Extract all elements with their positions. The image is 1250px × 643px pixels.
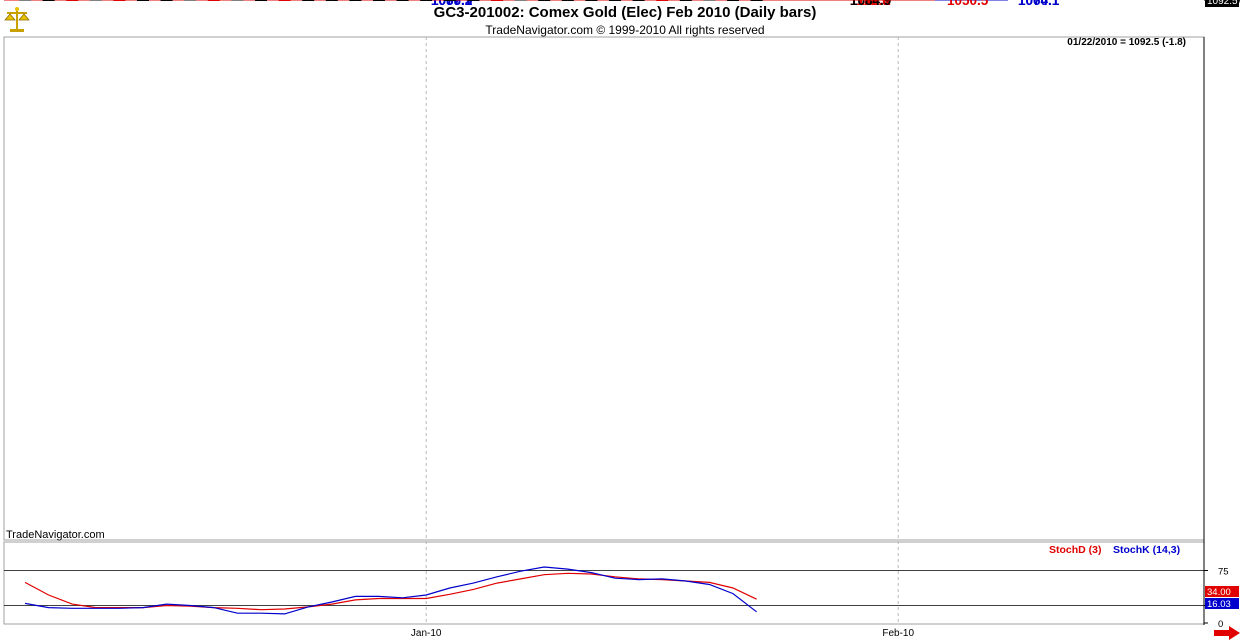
level-label: 1122.5	[850, 0, 891, 8]
stoch-y-tick-label: 0	[1218, 619, 1223, 630]
level-label: 1074.1	[1018, 0, 1060, 8]
stoch-last-label: 34.00	[1207, 587, 1231, 598]
x-tick-label: Feb-10	[882, 628, 914, 639]
brand-label: TradeNavigator.com	[6, 529, 105, 541]
stoch-last-box	[1205, 598, 1239, 609]
level-label: 1079.5	[431, 0, 473, 8]
stoch-series-line	[24, 566, 757, 615]
stoch-y-tick-label: 75	[1218, 567, 1229, 578]
stoch-last-box	[1205, 586, 1239, 597]
stoch-legend-k: StochK (14,3)	[1113, 544, 1180, 556]
stoch-last-label: 16.03	[1207, 599, 1231, 610]
last-price-label: 1092.5	[1207, 0, 1238, 7]
level-label: 1118.0	[850, 0, 890, 8]
price-panel-frame	[3, 36, 1205, 541]
level-label: 1112.3	[850, 0, 890, 8]
last-value-readout: 01/22/2010 = 1092.5 (-1.8)	[1067, 37, 1186, 48]
x-tick-label: Jan-10	[411, 628, 442, 639]
last-price-box	[1205, 0, 1239, 7]
level-label: 1142.1	[850, 0, 891, 8]
arrow-right-icon[interactable]	[1213, 626, 1241, 640]
level-label: 1057.1	[431, 0, 473, 8]
level-label: 1084.9	[850, 0, 891, 8]
stoch-legend-d: StochD (3)	[1049, 544, 1102, 556]
level-label: 1106.0	[850, 0, 891, 8]
level-label: 1050.5	[947, 0, 989, 8]
chart-title: GC3-201002: Comex Gold (Elec) Feb 2010 (…	[433, 4, 817, 21]
level-label: 1060.1	[1018, 0, 1060, 8]
stoch-panel-frame	[3, 541, 1205, 625]
copyright-subtitle: TradeNavigator.com © 1999-2010 All right…	[485, 23, 765, 37]
level-label: 1130.0	[850, 0, 891, 8]
gold-scales-icon	[4, 6, 30, 34]
level-label: 1066.2	[431, 0, 472, 8]
